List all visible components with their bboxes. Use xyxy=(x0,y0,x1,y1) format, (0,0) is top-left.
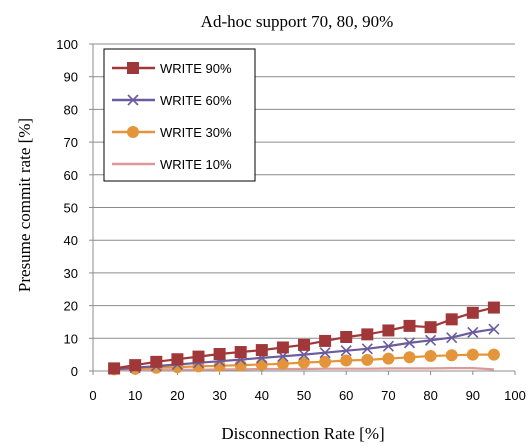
data-point-circle xyxy=(424,349,437,362)
data-point-circle xyxy=(361,353,374,366)
y-tick-label: 100 xyxy=(56,37,78,52)
x-tick-label: 100 xyxy=(504,388,526,403)
series-group xyxy=(108,301,500,376)
data-point-square xyxy=(276,341,289,354)
series-write-90 xyxy=(108,301,500,375)
x-tick-label: 50 xyxy=(297,388,311,403)
y-tick-label: 90 xyxy=(64,70,78,85)
data-point-x xyxy=(340,345,352,357)
x-tick-label: 10 xyxy=(128,388,142,403)
x-tick-label: 70 xyxy=(381,388,395,403)
y-tick-label: 40 xyxy=(64,233,78,248)
data-point-circle xyxy=(319,355,332,368)
data-point-circle xyxy=(487,348,500,361)
data-point-x xyxy=(361,343,373,355)
data-point-circle xyxy=(466,348,479,361)
x-tick-label: 20 xyxy=(170,388,184,403)
data-point-x xyxy=(488,323,500,335)
x-axis-label: Disconnection Rate [%] xyxy=(221,424,384,443)
x-tick-labels: 0 10 20 30 40 50 60 70 80 90 100 xyxy=(89,388,525,403)
data-point-square xyxy=(150,355,163,368)
data-point-x xyxy=(319,347,331,359)
data-point-x xyxy=(127,94,139,106)
data-point-circle xyxy=(445,349,458,362)
legend-label: WRITE 30% xyxy=(160,125,232,140)
x-tick-label: 40 xyxy=(255,388,269,403)
data-point-square xyxy=(192,350,205,363)
data-point-x xyxy=(403,337,416,349)
data-point-circle xyxy=(255,358,268,371)
x-tick-label: 90 xyxy=(466,388,480,403)
chart-title: Ad-hoc support 70, 80, 90% xyxy=(201,12,394,31)
legend-item: WRITE 30% xyxy=(112,125,232,140)
y-tick-label: 60 xyxy=(64,168,78,183)
data-point-circle xyxy=(382,352,395,365)
data-point-square xyxy=(108,362,121,375)
data-point-square xyxy=(487,301,500,314)
legend-label: WRITE 10% xyxy=(160,157,232,172)
legend: WRITE 90% WRITE 60% WRITE 30% WRITE 10% xyxy=(103,48,256,182)
legend-item: WRITE 60% xyxy=(112,93,232,108)
data-point-square xyxy=(213,347,226,360)
y-tick-label: 0 xyxy=(71,364,78,379)
legend-item: WRITE 90% xyxy=(112,61,232,76)
data-point-square xyxy=(424,321,437,334)
data-point-square xyxy=(234,346,247,359)
x-tick-label: 80 xyxy=(423,388,437,403)
y-tick-label: 20 xyxy=(64,299,78,314)
data-point-square xyxy=(319,334,332,347)
legend-item: WRITE 10% xyxy=(112,157,232,172)
y-tick-label: 80 xyxy=(64,102,78,117)
data-point-square xyxy=(466,306,479,319)
data-point-circle xyxy=(298,356,310,369)
data-point-square xyxy=(298,338,310,351)
y-axis-label: Presume commit rate [%] xyxy=(15,118,34,292)
y-tick-label: 30 xyxy=(64,266,78,281)
data-point-square xyxy=(129,359,142,372)
data-point-circle xyxy=(403,351,416,364)
x-tick-label: 30 xyxy=(212,388,226,403)
data-point-circle xyxy=(340,354,353,367)
legend-label: WRITE 90% xyxy=(160,61,232,76)
legend-box xyxy=(103,48,256,182)
data-point-x xyxy=(446,332,458,344)
data-point-x xyxy=(382,340,394,352)
data-point-square xyxy=(445,313,458,326)
data-point-square xyxy=(382,324,395,337)
data-point-square xyxy=(361,328,374,341)
data-point-square xyxy=(403,319,416,332)
data-point-square xyxy=(127,62,139,74)
y-tick-label: 50 xyxy=(64,201,78,216)
data-point-x xyxy=(298,349,310,361)
data-point-x xyxy=(467,326,479,338)
data-point-circle xyxy=(127,126,139,138)
data-point-square xyxy=(340,330,353,343)
x-tick-label: 0 xyxy=(89,388,96,403)
data-point-square xyxy=(171,353,184,366)
y-tick-label: 70 xyxy=(64,135,78,150)
data-point-square xyxy=(255,344,268,357)
data-point-x xyxy=(425,334,437,346)
x-tick-label: 60 xyxy=(339,388,353,403)
y-tick-label: 10 xyxy=(64,331,78,346)
y-tick-labels: 0 10 20 30 40 50 60 70 80 90 100 xyxy=(56,37,78,379)
data-point-circle xyxy=(213,359,226,372)
data-point-circle xyxy=(276,357,289,370)
legend-label: WRITE 60% xyxy=(160,93,232,108)
